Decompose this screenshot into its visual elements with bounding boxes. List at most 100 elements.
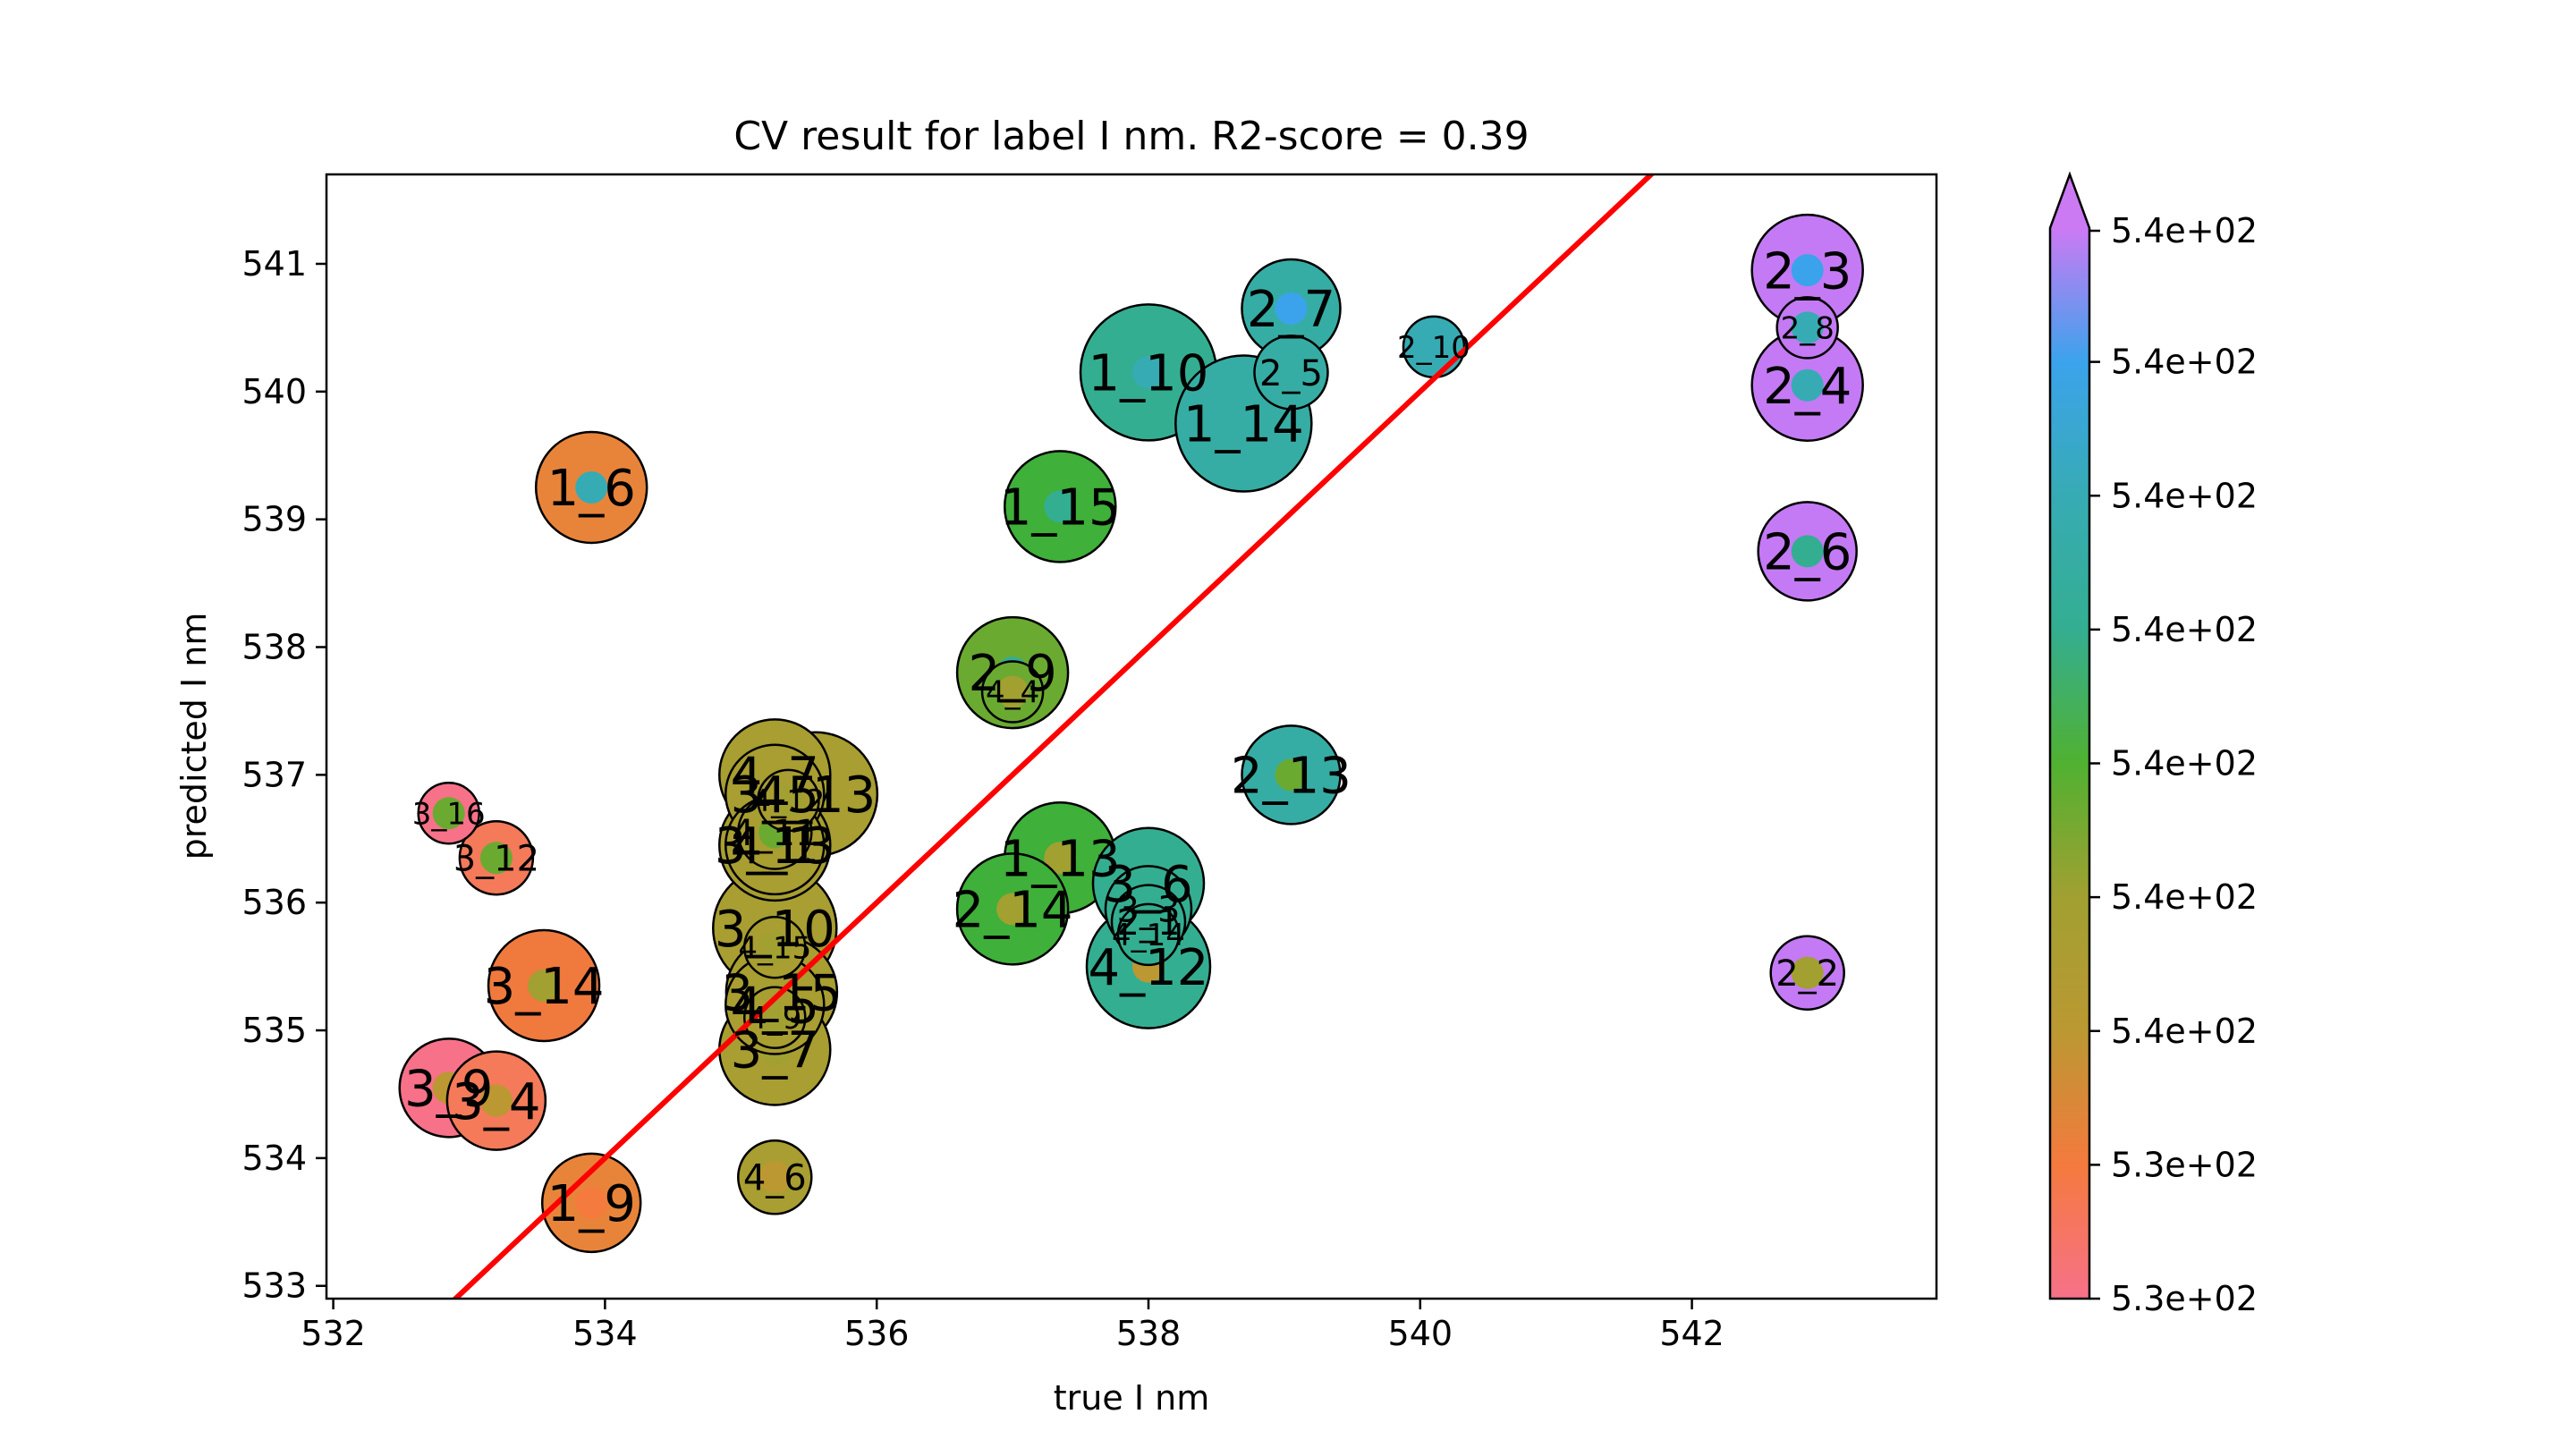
data-point <box>737 1139 813 1215</box>
point-label: 1_14 <box>1183 396 1304 454</box>
point-marker <box>1791 368 1824 402</box>
data-point <box>1241 724 1342 826</box>
data-point <box>487 928 601 1043</box>
point-marker <box>1275 292 1308 325</box>
point-label: 3_3 <box>1117 890 1181 931</box>
point-label: 3_9 <box>404 1060 493 1118</box>
point-marker <box>1791 535 1824 568</box>
data-point <box>445 1050 547 1151</box>
point-marker <box>1275 758 1308 792</box>
point-label: 1_13 <box>1000 830 1121 888</box>
x-tick-label: 542 <box>1659 1314 1724 1353</box>
point-label: 4_15 <box>738 930 811 966</box>
point-label: 4_13 <box>755 766 876 825</box>
point-label: 4_5 <box>731 978 819 1036</box>
colorbar-extend-arrow <box>2050 174 2089 228</box>
x-tick-label: 538 <box>1116 1314 1182 1353</box>
x-tick-label: 536 <box>844 1314 910 1353</box>
point-label: 2_5 <box>1259 353 1323 394</box>
chart-title: CV result for label I nm. R2-score = 0.3… <box>733 114 1529 159</box>
point-label: 3_7 <box>731 1022 819 1080</box>
data-point <box>534 430 648 545</box>
x-axis-label: true I nm <box>1054 1378 1209 1418</box>
y-tick-label: 538 <box>242 628 307 667</box>
point-marker <box>1227 407 1260 440</box>
colorbar-tick-label: 5.4e+02 <box>2111 1012 2258 1051</box>
colorbar-tick-label: 5.4e+02 <box>2111 343 2258 382</box>
point-label: 2_10 <box>1397 330 1470 366</box>
point-label: 3_13 <box>715 817 835 876</box>
colorbar-gradient <box>2050 228 2089 1299</box>
point-marker <box>432 797 465 830</box>
identity-line <box>451 174 1656 1299</box>
colorbar-tick-label: 5.4e+02 <box>2111 744 2258 783</box>
point-marker <box>1131 356 1165 389</box>
colorbar-tick-label: 5.4e+02 <box>2111 610 2258 649</box>
point-label: 4_1 <box>731 817 819 876</box>
point-marker <box>758 1161 792 1194</box>
colorbar-tick-label: 5.3e+02 <box>2111 1145 2258 1184</box>
point-label: 2_8 <box>1781 311 1835 347</box>
point-label: 1_9 <box>547 1175 636 1233</box>
data-point <box>1769 935 1845 1012</box>
colorbar-tick-label: 5.4e+02 <box>2111 211 2258 250</box>
point-label: 2_6 <box>1763 524 1852 582</box>
point-label: 2_3 <box>1763 242 1852 301</box>
data-point <box>1116 902 1181 967</box>
point-marker <box>1791 311 1824 344</box>
point-marker <box>996 675 1030 708</box>
point-label: 1_15 <box>1000 479 1121 538</box>
colorbar-outline <box>2048 171 2091 1300</box>
data-point <box>1004 450 1117 563</box>
x-axis: 532 534 536 538 540 542 <box>301 1299 1724 1353</box>
point-marker <box>1791 254 1824 287</box>
point-label: 3_16 <box>412 796 486 832</box>
data-point <box>955 852 1070 966</box>
colorbar-tick-label: 5.4e+02 <box>2111 476 2258 515</box>
point-marker <box>996 893 1030 926</box>
point-marker <box>575 1186 608 1219</box>
plot-area: 1_101_14 4_13 3_10 4_12 2_3 2_4 1_6 1_15 2_9 3_14… <box>325 173 1938 1300</box>
colorbar-tick-label: 5.4e+02 <box>2111 877 2258 917</box>
point-label: 4_9 <box>748 1001 801 1037</box>
y-axis-label: predicted I nm <box>174 613 214 860</box>
x-tick-label: 534 <box>572 1314 638 1353</box>
point-marker <box>1417 330 1450 363</box>
point-marker <box>479 842 513 875</box>
point-marker <box>528 970 561 1003</box>
y-tick-label: 535 <box>242 1011 307 1050</box>
data-point <box>1757 501 1858 602</box>
y-tick-label: 537 <box>242 755 307 794</box>
data-point <box>417 781 480 845</box>
point-label: 3_5 <box>731 766 819 825</box>
point-label: 4_12 <box>1089 939 1209 997</box>
point-label: 4_7 <box>731 748 819 806</box>
point-label: 4_4 <box>986 675 1039 711</box>
point-marker <box>1131 918 1165 951</box>
point-marker <box>1791 956 1824 989</box>
point-label: 4_14 <box>1112 918 1185 953</box>
point-label: 2_1 <box>1117 902 1181 944</box>
y-tick-label: 541 <box>242 244 307 284</box>
y-tick-label: 534 <box>242 1139 307 1178</box>
data-point <box>980 660 1045 724</box>
data-point <box>458 819 535 896</box>
point-label: 2_13 <box>1231 748 1352 806</box>
y-axis: 533 534 535 536 537 538 539 540 541 <box>242 244 326 1306</box>
point-label: 4_11 <box>732 813 818 854</box>
point-marker <box>772 783 805 817</box>
point-label: 3_14 <box>484 958 605 1016</box>
data-point <box>743 986 807 1049</box>
point-marker <box>1275 356 1308 389</box>
point-marker <box>575 470 608 504</box>
data-point <box>757 768 820 833</box>
data-point <box>743 915 807 979</box>
plot-frame <box>325 173 1938 1300</box>
point-label: 3_4 <box>452 1073 540 1131</box>
point-marker <box>1044 490 1077 523</box>
point-label: 3_12 <box>453 839 539 880</box>
x-tick-label: 540 <box>1388 1314 1453 1353</box>
data-point <box>540 1152 642 1254</box>
colorbar: 5.3e+02 5.3e+02 5.4e+02 5.4e+02 5.4e+02 5.4e+… <box>2048 171 2258 1318</box>
